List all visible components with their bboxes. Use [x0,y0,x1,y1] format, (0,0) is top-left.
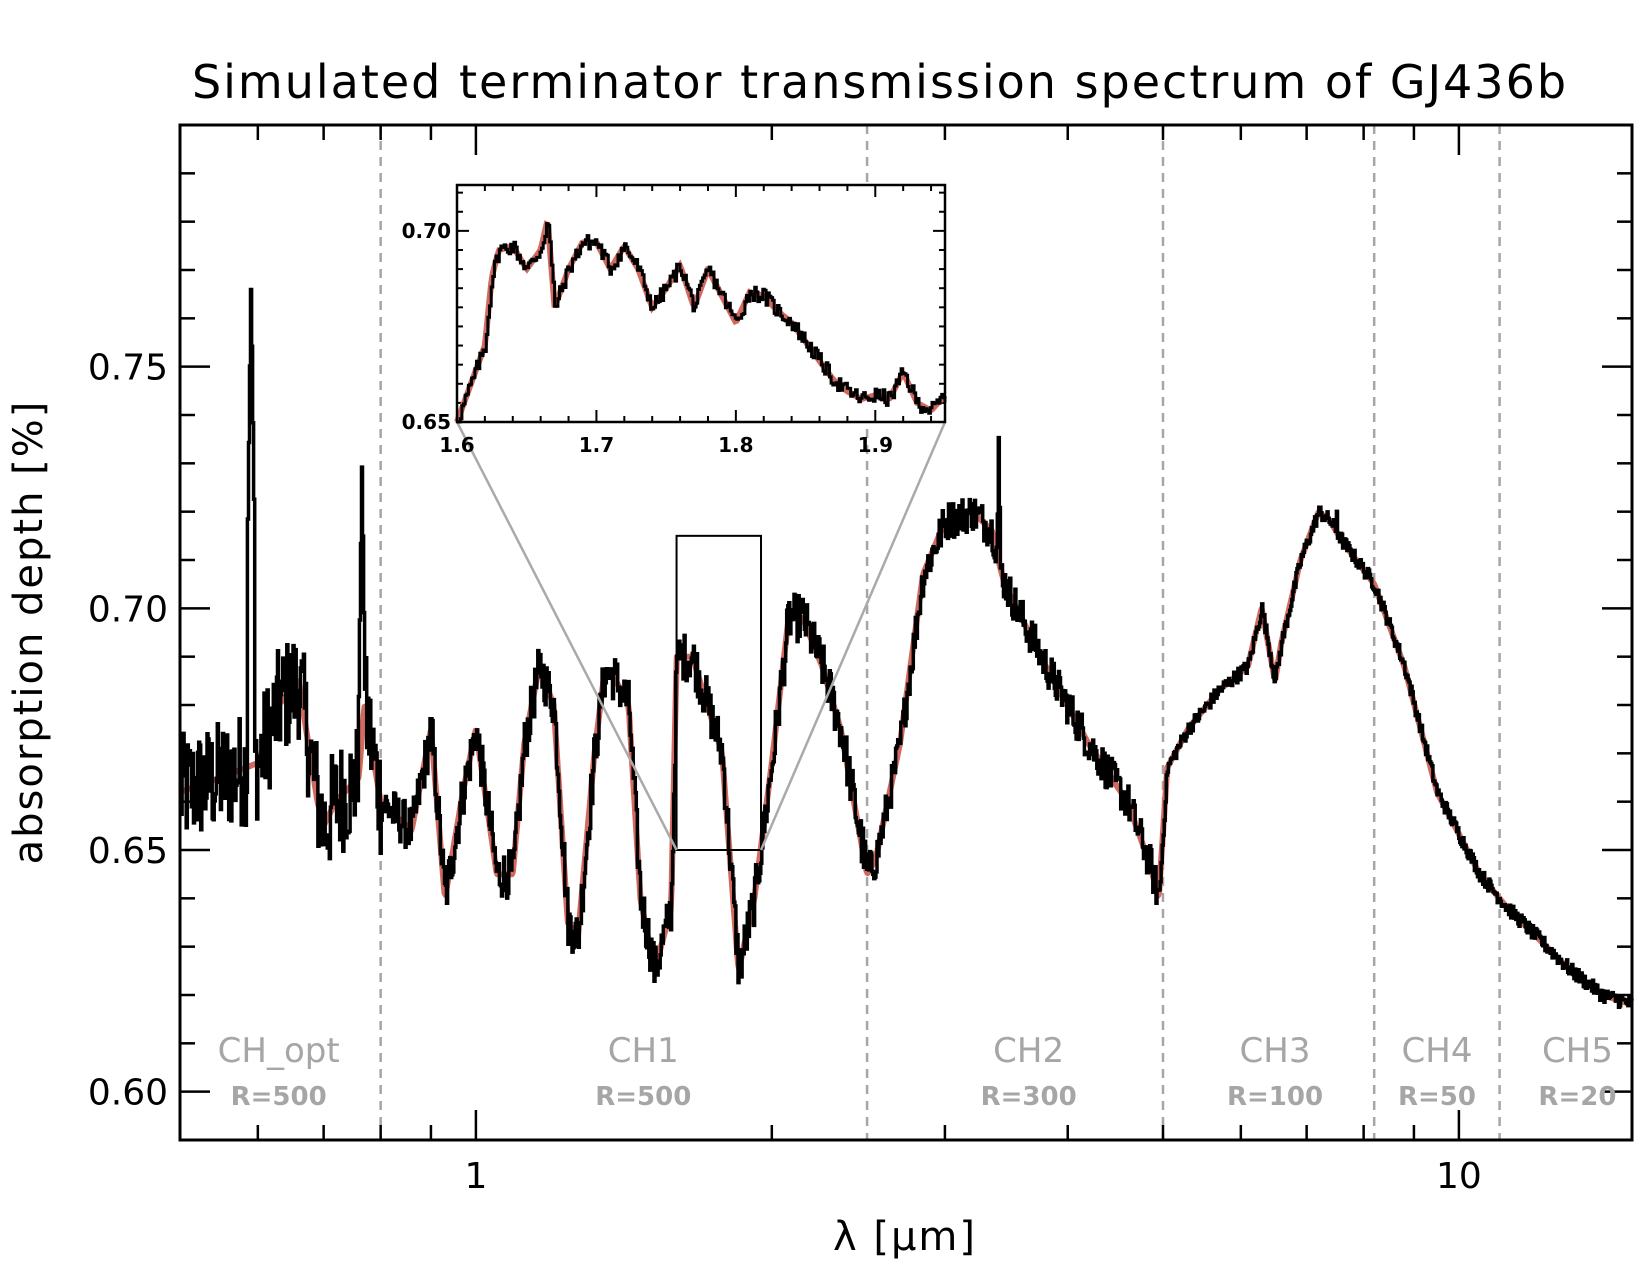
model-line [178,508,1634,1008]
x-tick-label: 10 [1436,1156,1482,1197]
y-tick-label: 0.65 [88,831,168,872]
x-tick-label: 1 [464,1156,487,1197]
inset-frame [455,183,947,424]
y-axis-ticks: 0.60 0.65 0.70 0.75 [88,123,1632,1142]
y-tick-label: 0.60 [88,1073,168,1114]
channel-name-5: CH5 [1542,1031,1613,1071]
inset-x-tick-label: 1.7 [579,433,614,457]
inset-spectrum-line [457,222,947,424]
channel-resolution-4: R=50 [1398,1082,1476,1112]
channel-labels: CH_opt R=500 CH1 R=500 CH2 R=300 CH3 R=100 CH4 R=… [218,1031,1617,1112]
channel-resolution-1: R=500 [595,1082,691,1112]
inset-x-tick-label: 1.8 [718,433,753,457]
spectrum-line [179,287,1634,1009]
x-axis-label: λ [μm] [833,1214,977,1260]
chart-title: Simulated terminator transmission spectr… [192,55,1568,109]
inset-y-tick-label: 0.70 [402,219,451,243]
channel-name-3: CH3 [1240,1031,1311,1071]
zoom-connector-left [455,421,678,851]
channel-name-4: CH4 [1402,1031,1473,1071]
x-axis-ticks: 1 10 [178,125,1482,1197]
inset-x-tick-label: 1.9 [858,433,893,457]
channel-resolution-0: R=500 [231,1082,327,1112]
y-tick-label: 0.75 [88,348,168,389]
y-tick-label: 0.70 [88,589,168,630]
channel-resolution-5: R=20 [1538,1082,1616,1112]
inset-model-line [454,220,948,424]
zoom-box [675,534,763,851]
zoom-connector-right [759,421,947,851]
y-axis-label: absorption depth [%] [6,400,52,865]
channel-name-0: CH_opt [218,1031,340,1071]
inset-zoom-plot: 1.6 1.7 1.8 1.9 0.65 0.70 [402,183,948,457]
data-series [178,287,1634,1009]
channel-resolution-2: R=300 [981,1082,1077,1112]
channel-name-1: CH1 [608,1031,679,1071]
inset-x-tick-label: 1.6 [439,433,474,457]
inset-background [457,185,945,422]
plot-frame [178,123,1634,1142]
inset-y-tick-label: 0.65 [402,410,451,434]
channel-resolution-3: R=100 [1227,1082,1323,1112]
channel-name-2: CH2 [993,1031,1064,1071]
